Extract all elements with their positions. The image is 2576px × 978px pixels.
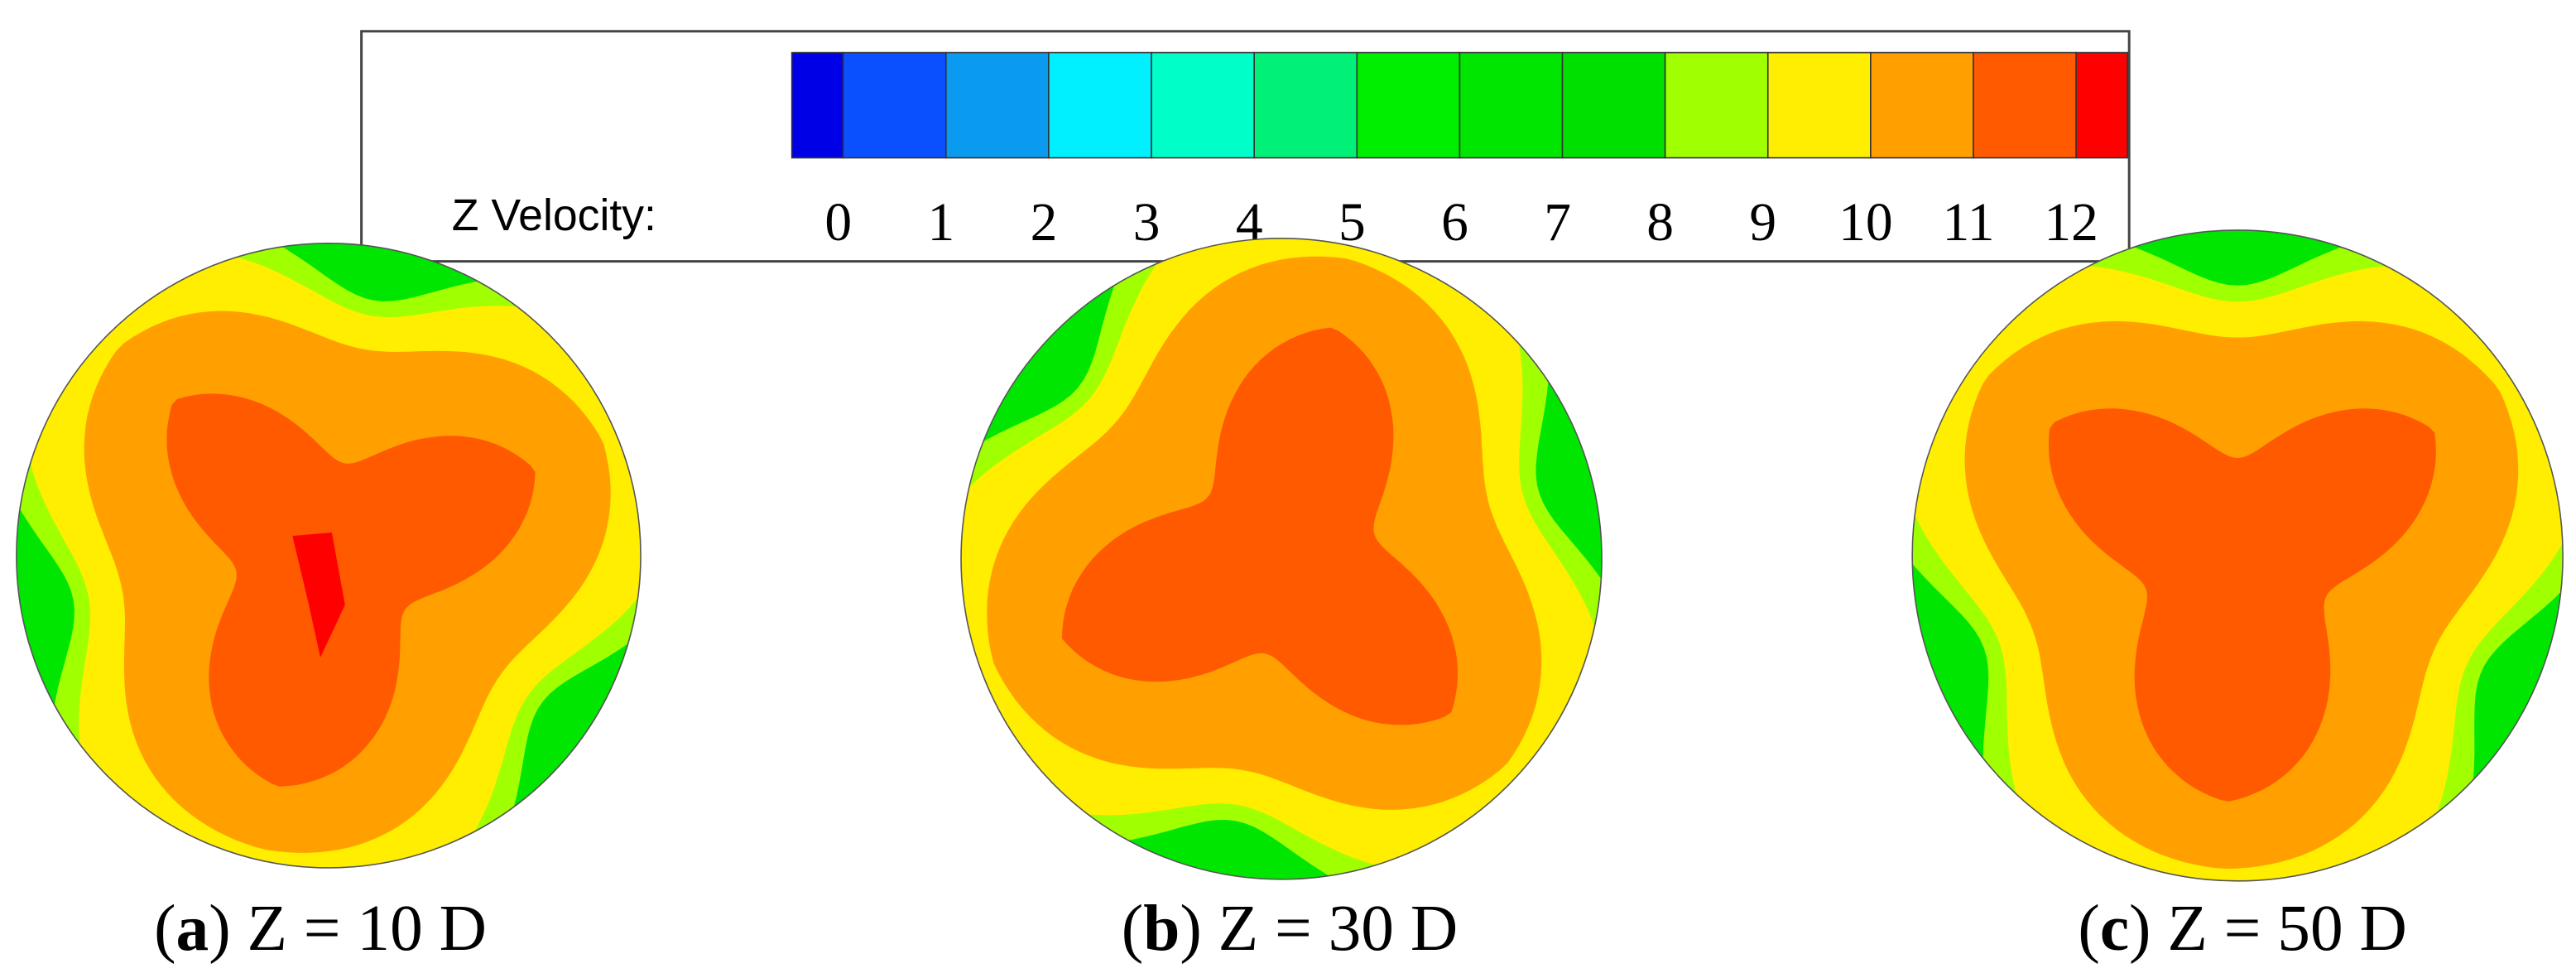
contour-level (1061, 327, 1459, 725)
colorbar-tick-label: 1 (927, 193, 954, 253)
caption-prefix: ( (154, 892, 175, 965)
colorbar-segment (1253, 51, 1358, 159)
colorbar-segment (945, 51, 1050, 159)
contour-panel: (a) Z = 10 D (16, 242, 642, 965)
colorbar-segment (791, 51, 844, 159)
contour-level (166, 393, 536, 787)
panel-caption: (a) Z = 10 D (154, 892, 487, 965)
panel-caption: (b) Z = 30 D (1122, 892, 1458, 965)
caption-letter: b (1143, 892, 1180, 965)
colorbar-tick-label: 11 (1943, 193, 1995, 253)
panels: (a) Z = 10 D (b) Z = 30 D (c) Z = 50 D (16, 229, 2564, 965)
contour-fill (1912, 229, 2564, 881)
colorbar: 0 1 2 3 4 5 6 7 8 9 10 11 12 (791, 51, 2128, 253)
caption-letter: a (176, 892, 209, 965)
colorbar-tick-label: 8 (1646, 193, 1674, 253)
colorbar-segment (1561, 51, 1666, 159)
contour-panel: (c) Z = 50 D (1911, 229, 2564, 965)
colorbar-segment (1356, 51, 1461, 159)
contour-fill (961, 238, 1603, 879)
colorbar-tick-label: 12 (2044, 193, 2098, 253)
panel-outline (16, 242, 642, 869)
panel-outline (960, 238, 1603, 880)
colorbar-segment (1151, 51, 1255, 159)
colorbar-segment (842, 51, 947, 159)
colorbar-segment (1664, 51, 1769, 159)
colorbar-tick-label: 6 (1441, 193, 1468, 253)
panel-outline (1911, 229, 2564, 882)
contour-panel: (b) Z = 30 D (960, 238, 1603, 965)
colorbar-segment (2075, 51, 2128, 159)
panel-caption: (c) Z = 50 D (2078, 892, 2406, 965)
colorbar-tick-label: 0 (824, 193, 852, 253)
colorbar-segment (1048, 51, 1152, 159)
colorbar-segment (1870, 51, 1974, 159)
colorbar-segment (1973, 51, 2077, 159)
colorbar-segment (1459, 51, 1564, 159)
contour-level (2048, 408, 2436, 802)
colorbar-tick-label: 3 (1133, 193, 1161, 253)
caption-letter: c (2100, 892, 2129, 965)
colorbar-tick-label: 2 (1031, 193, 1058, 253)
caption-prefix: ( (2078, 892, 2099, 965)
colorbar-tick-label: 7 (1544, 193, 1571, 253)
caption-text: ) Z = 30 D (1180, 892, 1458, 965)
contour-fill (16, 243, 642, 868)
colorbar-label: Z Velocity: (452, 190, 656, 240)
colorbar-tick-label: 9 (1749, 193, 1776, 253)
caption-prefix: ( (1122, 892, 1143, 965)
colorbar-tick-label: 10 (1838, 193, 1892, 253)
colorbar-tick-label: 5 (1338, 193, 1366, 253)
contour-level (292, 532, 345, 658)
colorbar-segment (1766, 51, 1872, 159)
caption-text: ) Z = 10 D (209, 892, 487, 965)
caption-text: ) Z = 50 D (2129, 892, 2407, 965)
